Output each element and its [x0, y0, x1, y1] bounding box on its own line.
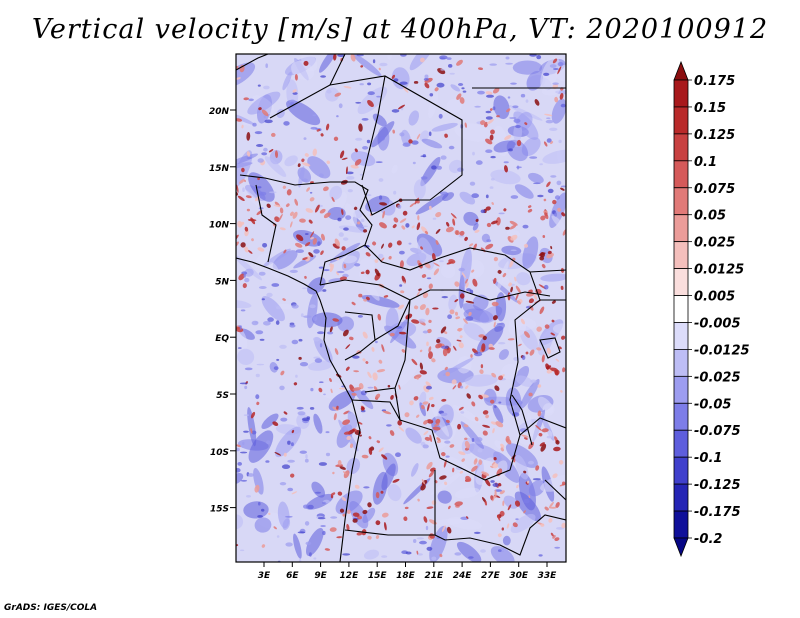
colorbar-swatch [673, 106, 689, 135]
map-title: Vertical velocity [m/s] at 400hPa, VT: 2… [31, 14, 769, 45]
colorbar-label: 0.0125 [694, 263, 744, 278]
lon-tick-label: 9E [314, 571, 327, 581]
colorbar-swatch [673, 456, 689, 485]
lat-tick-label: 10S [210, 448, 229, 458]
lat-tick-label: 20N [209, 107, 230, 117]
colorbar-swatch [673, 79, 689, 108]
colorbar-swatch [673, 295, 689, 323]
lat-tick-label: 10N [209, 221, 230, 231]
colorbar-label: 0.15 [694, 101, 726, 116]
colorbar-label: 0.1 [694, 155, 717, 170]
lon-tick-label: 6E [286, 571, 299, 581]
lat-tick-label: 5N [215, 277, 229, 287]
colorbar-swatch [673, 268, 689, 296]
colorbar-swatch [673, 60, 689, 81]
border-congo [364, 299, 411, 393]
lon-tick-label: 15E [368, 571, 388, 581]
colorbar-label: 0.075 [694, 182, 735, 197]
colorbar-swatch [673, 187, 689, 216]
colorbar-label: 0.025 [694, 236, 735, 251]
colorbar-label: 0.005 [694, 290, 735, 305]
colorbar-swatch [673, 349, 689, 377]
colorbar-label: -0.1 [694, 451, 722, 466]
lon-tick-label: 27E [481, 571, 501, 581]
lake-tanganyika [511, 394, 533, 446]
border-zambia [434, 470, 566, 556]
colorbar-swatch [673, 375, 689, 404]
border-sahel [239, 174, 373, 286]
colorbar-swatch [673, 133, 689, 162]
colorbar-label: -0.05 [694, 397, 731, 412]
coastline [236, 257, 361, 562]
country-borders [236, 54, 566, 562]
colorbar-swatch [673, 510, 689, 539]
colorbar: 0.175 0.15 0.125 0.1 0.075 0.05 0.025 0.0125 0.0… [673, 60, 750, 558]
colorbar-label: -0.2 [694, 532, 722, 547]
latitude-axis: 20N 15N 10N 5N EQ 5S 10S 15S [209, 107, 236, 515]
border-west [255, 184, 277, 263]
border-north-d [361, 75, 386, 181]
border-drc [394, 299, 541, 481]
lon-tick-label: 33E [538, 571, 558, 581]
grads-credit: GrADS: IGES/COLA [4, 603, 98, 613]
colorbar-swatch [673, 241, 689, 269]
map-frame [235, 53, 567, 563]
border-car [319, 279, 551, 301]
lon-tick-label: 30E [509, 571, 529, 581]
velocity-field [236, 54, 566, 562]
colorbar-label: -0.125 [694, 478, 741, 493]
colorbar-label: 0.175 [694, 74, 735, 89]
colorbar-label: -0.075 [694, 424, 741, 439]
border-north-c [329, 75, 463, 216]
colorbar-swatch [673, 402, 689, 431]
colorbar-swatch [673, 322, 689, 350]
colorbar-swatch [673, 483, 689, 512]
lake-victoria [539, 337, 561, 359]
colorbar-label: 0.05 [694, 209, 726, 224]
lon-tick-label: 21E [424, 571, 444, 581]
border-cam [364, 244, 566, 273]
lat-tick-label: 15N [209, 164, 230, 174]
colorbar-swatch [673, 429, 689, 458]
lat-tick-label: 15S [210, 505, 229, 515]
lat-tick-label: 5S [216, 391, 229, 401]
border-namibia [344, 529, 435, 536]
border-north-a [236, 54, 269, 71]
lon-tick-label: 12E [340, 571, 360, 581]
colorbar-label: -0.175 [694, 505, 741, 520]
colorbar-swatch [673, 214, 689, 243]
colorbar-label: -0.005 [694, 316, 741, 331]
border-angola [351, 399, 401, 421]
lon-tick-label: 24E [453, 571, 473, 581]
border-east [529, 271, 566, 301]
lon-tick-label: 18E [396, 571, 416, 581]
colorbar-swatch [673, 537, 689, 558]
border-tz [519, 417, 566, 436]
colorbar-label: -0.0125 [694, 343, 750, 358]
border-south-east [544, 479, 566, 501]
colorbar-label: -0.025 [694, 370, 741, 385]
lat-tick-label: EQ [215, 334, 229, 344]
lon-tick-label: 3E [258, 571, 271, 581]
colorbar-label: 0.125 [694, 128, 735, 143]
colorbar-swatch [673, 160, 689, 189]
longitude-axis: 3E 6E 9E 12E 15E 18E 21E 24E 27E 30E 33E [258, 562, 557, 581]
